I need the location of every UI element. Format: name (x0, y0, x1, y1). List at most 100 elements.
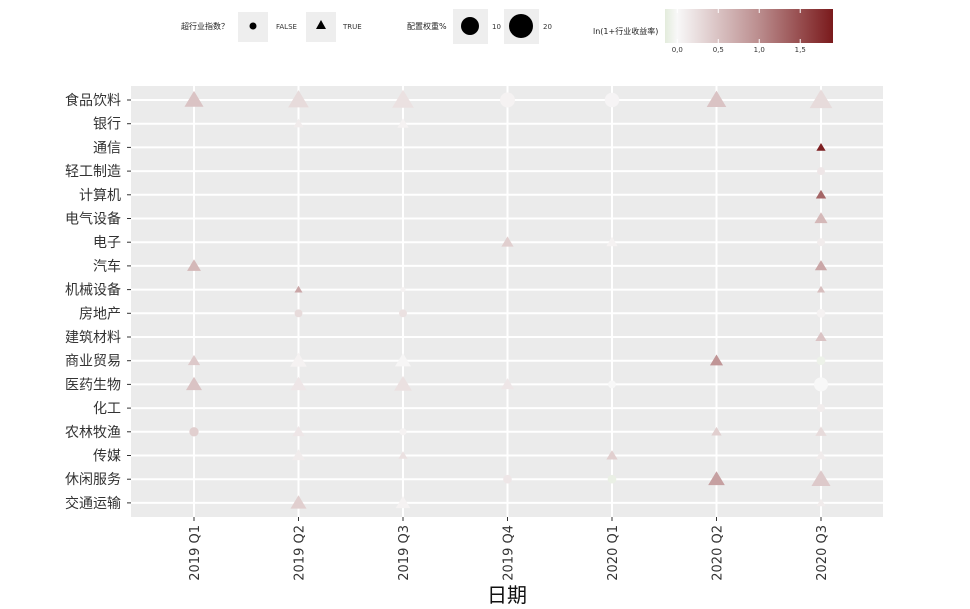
data-point-circle (816, 308, 826, 318)
data-point-circle (817, 404, 825, 413)
data-point-circle (604, 92, 620, 108)
data-point-triangle (708, 471, 725, 486)
data-point-triangle (187, 259, 201, 271)
data-point-circle (608, 380, 616, 389)
x-tick-label: 2020 Q2 (711, 525, 726, 581)
size-key-10-circle (461, 17, 479, 35)
color-bar-tick-label: 0,5 (713, 46, 724, 54)
data-point-triangle (815, 189, 827, 199)
data-point-triangle (292, 425, 305, 437)
y-tick-label: 汽车 (93, 258, 121, 275)
y-tick-label: 轻工制造 (65, 164, 121, 180)
data-point-triangle (809, 89, 833, 109)
data-point-circle (816, 356, 826, 366)
y-tick-label: 医药生物 (65, 377, 121, 393)
y-tick-label: 休闲服务 (65, 472, 121, 488)
data-point-circle (189, 427, 199, 437)
x-tick-label: 2020 Q3 (815, 525, 830, 581)
data-point-triangle (706, 90, 727, 108)
data-point-triangle (816, 498, 826, 507)
data-point-circle (817, 167, 825, 176)
data-point-circle (400, 287, 406, 293)
y-tick-label: 通信 (93, 140, 121, 156)
data-point-triangle (392, 89, 414, 108)
data-point-circle (399, 309, 407, 318)
shape-legend-title: 超行业指数？ (181, 21, 229, 31)
data-point-triangle (397, 118, 409, 128)
data-point-circle (500, 92, 515, 108)
x-tick-label: 2019 Q3 (397, 525, 412, 581)
data-point-triangle (711, 426, 722, 436)
size-legend-10-label: 10 (492, 23, 501, 31)
x-tick-label: 2020 Q1 (606, 525, 621, 581)
color-legend-title: ln(1+行业收益率) (593, 26, 658, 36)
data-point-triangle (288, 90, 309, 108)
y-tick-label: 电子 (93, 235, 121, 251)
data-point-triangle (184, 90, 204, 107)
color-bar-gradient (665, 9, 833, 43)
data-point-triangle (500, 378, 515, 390)
data-point-circle (399, 428, 407, 436)
data-point-triangle (815, 331, 827, 342)
color-bar: 0,0 0,5 1,0 1,5 (665, 9, 833, 54)
y-axis: 食品饮料银行通信轻工制造计算机电气设备电子汽车机械设备房地产建筑材料商业贸易医药… (65, 92, 131, 512)
color-bar-tick-label: 1,5 (795, 46, 806, 54)
data-point-triangle (394, 353, 412, 367)
plot-panel (131, 86, 883, 517)
data-point-circle (813, 377, 829, 392)
data-point-triangle (811, 470, 831, 487)
shape-legend-false-label: FALSE (276, 23, 297, 31)
data-point-triangle (501, 236, 514, 247)
x-axis: 2019 Q1 2019 Q2 2019 Q3 2019 Q4 2020 Q1 2020 … (188, 517, 830, 581)
x-axis-title: 日期 (487, 583, 527, 607)
data-point-triangle (187, 354, 201, 366)
y-tick-label: 化工 (93, 401, 121, 417)
shape-key-true-triangle (316, 20, 326, 29)
y-tick-label: 银行 (93, 117, 121, 133)
data-point-triangle (398, 451, 408, 459)
y-tick-label: 交通运输 (65, 495, 121, 512)
color-bar-tick-label: 1,0 (754, 46, 765, 54)
data-point-triangle (294, 285, 303, 293)
data-point-triangle (291, 449, 306, 461)
y-tick-label: 农林牧渔 (65, 425, 121, 441)
data-points (184, 89, 833, 509)
data-point-triangle (290, 376, 307, 391)
shape-legend-true-label: TRUE (342, 23, 362, 31)
data-point-triangle (709, 354, 724, 366)
size-legend-20-label: 20 (543, 23, 552, 31)
y-tick-label: 房地产 (79, 306, 121, 322)
y-tick-label: 传媒 (93, 449, 121, 465)
data-point-triangle (606, 236, 618, 247)
y-tick-label: 电气设备 (65, 211, 121, 228)
data-point-triangle (815, 426, 827, 436)
data-point-triangle (816, 143, 826, 151)
size-key-20-circle (509, 14, 533, 38)
x-tick-label: 2019 Q2 (293, 525, 308, 581)
shape-key-false-circle (249, 22, 257, 30)
x-tick-label: 2019 Q4 (502, 525, 517, 581)
data-point-triangle (606, 450, 618, 460)
data-point-triangle (814, 212, 828, 224)
legend: 超行业指数？ FALSE TRUE 配置权重% 10 20 ln(1+行业收益率… (181, 9, 833, 54)
y-tick-label: 计算机 (79, 188, 121, 204)
data-point-triangle (815, 450, 827, 460)
data-point-triangle (290, 495, 307, 509)
data-point-triangle (185, 376, 203, 391)
data-point-triangle (395, 495, 411, 509)
data-point-circle (503, 474, 512, 484)
color-bar-tick-label: 0,0 (672, 46, 683, 54)
x-tick-label: 2019 Q1 (188, 525, 203, 581)
y-tick-label: 食品饮料 (65, 92, 121, 109)
data-point-circle (294, 309, 303, 318)
data-point-triangle (816, 285, 826, 293)
size-legend-title: 配置权重% (407, 21, 447, 31)
data-point-triangle (290, 352, 307, 367)
data-point-triangle (394, 375, 412, 391)
y-tick-label: 商业贸易 (65, 354, 121, 370)
data-point-triangle (814, 260, 828, 271)
data-point-triangle (293, 118, 304, 128)
y-tick-label: 机械设备 (65, 282, 121, 299)
data-point-circle (817, 238, 825, 247)
